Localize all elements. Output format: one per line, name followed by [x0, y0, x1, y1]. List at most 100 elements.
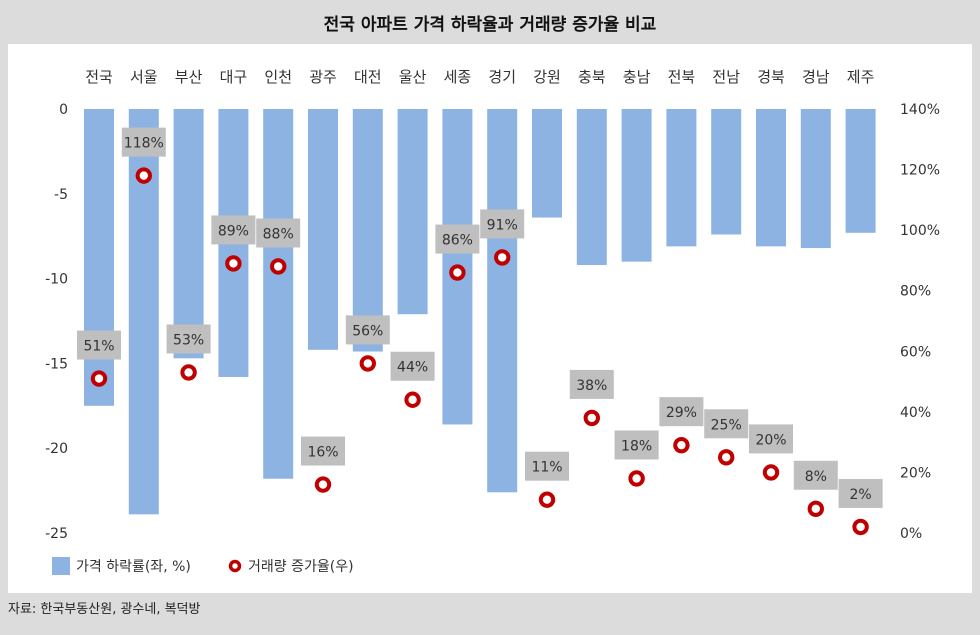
data-label-box: [525, 451, 569, 481]
price-drop-bar: [84, 109, 114, 406]
right-axis-tick-label: 100%: [900, 223, 940, 239]
category-label: 세종: [444, 68, 472, 86]
left-axis-tick-label: -15: [45, 356, 68, 372]
category-label: 충북: [578, 68, 606, 86]
left-axis-tick-label: -5: [54, 187, 68, 203]
legend-marker-swatch: [228, 559, 242, 573]
volume-growth-marker: [270, 258, 287, 275]
legend-bar-swatch: [52, 557, 70, 575]
data-label: 44%: [397, 360, 428, 376]
category-label: 전북: [668, 68, 696, 86]
price-drop-bar: [308, 109, 338, 350]
category-label: 서울: [130, 68, 158, 86]
volume-growth-marker: [314, 476, 332, 493]
category-label: 경남: [802, 68, 830, 86]
data-label-box: [211, 215, 256, 245]
data-label: 51%: [83, 339, 114, 355]
data-label-box: [121, 127, 166, 157]
category-label: 울산: [399, 68, 427, 86]
data-label: 89%: [218, 223, 249, 239]
category-label: 제주: [847, 68, 875, 86]
category-label: 대전: [354, 68, 382, 86]
data-label: 18%: [621, 438, 652, 454]
volume-growth-marker: [359, 355, 376, 372]
category-label: 인천: [264, 68, 292, 86]
right-axis-tick-label: 0%: [900, 526, 922, 542]
category-label: 전남: [712, 68, 740, 86]
volume-growth-marker: [807, 500, 824, 517]
volume-growth-marker: [673, 436, 690, 454]
price-drop-bar: [576, 109, 607, 266]
volume-growth-marker: [494, 249, 511, 266]
data-label: 20%: [755, 432, 786, 448]
price-drop-bar: [800, 109, 831, 249]
data-label-box: [345, 315, 390, 345]
price-drop-bar: [845, 109, 876, 233]
price-drop-bar: [621, 109, 652, 262]
data-label-box: [77, 330, 121, 360]
data-label: 86%: [442, 233, 473, 249]
price-drop-bar: [397, 109, 428, 315]
data-label-box: [435, 224, 480, 254]
data-label-box: [614, 430, 659, 460]
category-label: 대구: [220, 68, 248, 86]
source-note: 자료: 한국부동산원, 광수네, 복덕방: [8, 602, 201, 617]
price-drop-bar: [352, 109, 383, 352]
data-label: 2%: [849, 487, 871, 503]
data-label: 56%: [352, 323, 383, 339]
category-label: 전국: [85, 68, 113, 86]
volume-growth-marker: [852, 518, 869, 536]
right-axis-tick-label: 140%: [900, 102, 940, 118]
volume-growth-marker: [762, 464, 780, 481]
price-drop-bar: [487, 109, 518, 493]
volume-growth-marker: [90, 370, 108, 387]
legend-bar-label: 가격 하락률(좌, %): [76, 559, 191, 575]
data-label: 25%: [711, 417, 742, 433]
data-label-box: [659, 397, 704, 427]
volume-growth-marker: [404, 391, 421, 408]
volume-growth-marker: [225, 255, 242, 272]
right-axis-tick-label: 120%: [900, 163, 940, 179]
data-label-box: [480, 209, 525, 239]
right-axis-tick-label: 80%: [900, 284, 931, 300]
volume-growth-marker: [449, 264, 466, 281]
category-label: 충남: [623, 68, 651, 86]
data-label: 38%: [576, 378, 607, 394]
volume-growth-marker: [180, 364, 197, 381]
data-label: 8%: [805, 469, 827, 485]
data-label-box: [301, 436, 345, 466]
data-label: 11%: [531, 460, 562, 476]
legend-marker-label: 거래량 증가율(우): [248, 559, 354, 575]
right-axis-tick-label: 40%: [900, 405, 931, 421]
left-axis-tick-label: 0: [59, 102, 68, 118]
price-drop-bar: [756, 109, 786, 247]
data-label-box: [749, 424, 793, 454]
category-label: 경북: [757, 68, 785, 86]
data-label-box: [704, 409, 749, 439]
data-label-box: [838, 478, 883, 508]
data-label: 16%: [307, 445, 338, 461]
price-drop-bar: [666, 109, 697, 247]
right-axis-tick-label: 60%: [900, 344, 931, 360]
category-label: 강원: [533, 68, 561, 86]
data-label: 29%: [666, 405, 697, 421]
data-label-box: [793, 460, 838, 490]
left-axis-tick-label: -10: [45, 272, 68, 288]
right-axis-tick-label: 20%: [900, 465, 931, 481]
volume-growth-marker: [135, 167, 153, 184]
data-label-box: [390, 351, 435, 381]
data-label: 88%: [263, 226, 294, 242]
price-drop-bar: [173, 109, 204, 359]
volume-growth-marker: [718, 449, 735, 466]
data-label: 53%: [173, 332, 204, 348]
left-axis-tick-label: -20: [45, 441, 68, 457]
volume-growth-marker: [538, 491, 556, 508]
volume-growth-marker: [583, 409, 600, 427]
price-drop-bar: [532, 109, 562, 218]
chart-title: 전국 아파트 가격 하락율과 거래량 증가율 비교: [323, 14, 657, 35]
left-axis-tick-label: -25: [45, 526, 68, 542]
price-drop-bar: [263, 109, 294, 479]
data-label-box: [256, 218, 301, 248]
category-label: 광주: [309, 68, 337, 86]
